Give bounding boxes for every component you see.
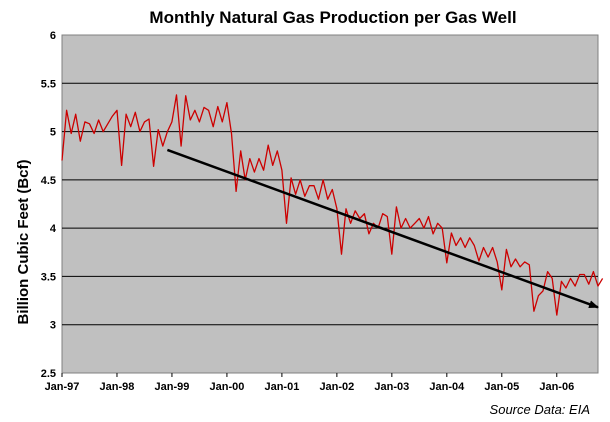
chart-title: Monthly Natural Gas Production per Gas W…	[149, 8, 516, 27]
trend-arrow	[166, 148, 599, 309]
y-tick-label: 5.5	[41, 78, 56, 90]
x-tick-label: Jan-05	[484, 381, 519, 393]
y-axis-label: Billion Cubic Feet (Bcf)	[15, 159, 32, 324]
x-tick-label: Jan-03	[374, 381, 409, 393]
y-tick-label: 5	[50, 127, 56, 139]
x-tick-label: Jan-06	[539, 381, 574, 393]
y-tick-label: 3	[50, 320, 56, 332]
x-tick-label: Jan-00	[209, 381, 244, 393]
source-note: Source Data: EIA	[490, 402, 590, 417]
y-tick-label: 6	[50, 30, 56, 42]
y-tick-label: 4.5	[41, 175, 56, 187]
y-tick-label: 4	[50, 223, 57, 235]
x-tick-label: Jan-01	[264, 381, 299, 393]
y-axis-ticks: 2.5 3 3.5 4 4.5 5 5.5 6	[41, 30, 57, 380]
series-layer	[61, 94, 604, 316]
x-tick-label: Jan-97	[45, 381, 80, 393]
gridlines	[62, 82, 598, 326]
x-tick-label: Jan-02	[319, 381, 354, 393]
x-tick-label: Jan-04	[429, 381, 465, 393]
y-tick-label: 2.5	[41, 368, 56, 380]
x-tick-label: Jan-98	[100, 381, 135, 393]
x-axis-ticks: Jan-97 Jan-98 Jan-99 Jan-00 Jan-01 Jan-02 Jan-…	[45, 373, 574, 393]
plot-area	[61, 34, 599, 374]
y-tick-label: 3.5	[41, 271, 56, 283]
x-tick-label: Jan-99	[155, 381, 190, 393]
trend-layer	[166, 148, 599, 309]
series-line	[61, 94, 604, 316]
